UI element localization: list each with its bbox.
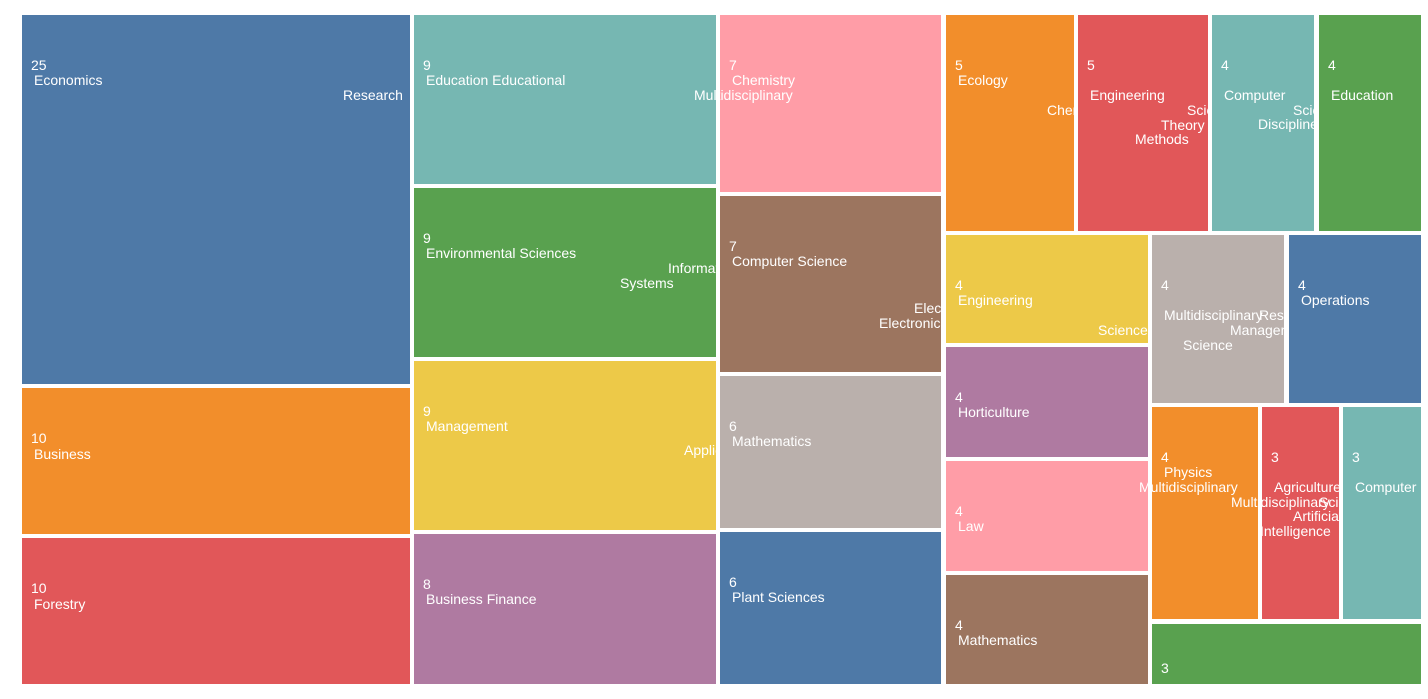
cell-label: Law bbox=[958, 518, 984, 534]
cell-value: 10 bbox=[31, 430, 47, 446]
cell-label: Methods bbox=[1135, 131, 1189, 147]
treemap-cell: 4 Mathematics bbox=[946, 575, 1148, 684]
cell-value: 7 bbox=[729, 238, 737, 254]
treemap-cell: 3 Computer bbox=[1343, 407, 1421, 619]
cell-value: 4 bbox=[955, 503, 963, 519]
cell-label: Computer Science bbox=[732, 253, 848, 269]
cell-value: 4 bbox=[1161, 449, 1169, 465]
cell-value: 4 bbox=[955, 277, 963, 293]
cell-label: Science bbox=[1183, 337, 1233, 353]
treemap-cell: 10 Forestry bbox=[22, 538, 410, 684]
treemap-cell: 4ComputerScientificDisciplines bbox=[1212, 15, 1349, 231]
cell-value: 5 bbox=[955, 57, 963, 73]
cell-label: Sciences bbox=[1098, 322, 1155, 338]
cell-label: Disciplines bbox=[1258, 116, 1325, 132]
treemap-cell: 25 Economics Research bbox=[22, 15, 410, 384]
cell-label: Economics bbox=[34, 72, 103, 88]
cell-label: Theory bbox=[1161, 117, 1205, 133]
treemap-cell: 4 Operations bbox=[1289, 235, 1421, 403]
cell-label: Physics bbox=[1164, 464, 1213, 480]
cell-label: Multidisciplinary bbox=[1139, 479, 1238, 495]
cell-value: 3 bbox=[1161, 660, 1169, 676]
cell-value: 5 bbox=[1087, 57, 1095, 73]
cell-label: Forestry bbox=[34, 596, 86, 612]
treemap-cell: 4 Law bbox=[946, 461, 1148, 571]
treemap-cell: 9 Education Educational bbox=[414, 15, 716, 184]
cell-value: 10 bbox=[31, 580, 47, 596]
treemap-cell: 5EngineeringScienceTheoryMethods bbox=[1078, 15, 1237, 231]
cell-label: Business Finance bbox=[426, 591, 537, 607]
treemap-cell: 7 Chemistry Multidisciplinary bbox=[694, 15, 941, 192]
treemap-cell: 7 Computer Science Electrical Electronic bbox=[720, 196, 971, 372]
cell-label: Computer bbox=[1224, 87, 1286, 103]
treemap-cell: 8 Business Finance bbox=[414, 534, 716, 684]
cell-value: 4 bbox=[1221, 57, 1229, 73]
treemap-cell: 9 Environmental Sciences Information System… bbox=[414, 188, 738, 357]
cell-label: Education bbox=[1331, 87, 1394, 103]
treemap-cell: 4 Engineering Sciences bbox=[946, 235, 1155, 343]
cell-value: 4 bbox=[1161, 277, 1169, 293]
cell-value: 4 bbox=[1328, 57, 1336, 73]
cell-label: Systems bbox=[620, 275, 674, 291]
treemap-cell: 6 Plant Sciences bbox=[720, 532, 941, 684]
cell-label: Horticulture bbox=[958, 404, 1030, 420]
cell-value: 6 bbox=[729, 418, 737, 434]
treemap-cell: 4 Horticulture bbox=[946, 347, 1148, 457]
treemap-cell: 5 Ecology Chemical bbox=[946, 15, 1105, 231]
cell-value: 9 bbox=[423, 230, 431, 246]
cell-label: Electronic bbox=[879, 315, 941, 331]
cell-label: Plant Sciences bbox=[732, 589, 825, 605]
cell-label: Multidisciplinary bbox=[1231, 494, 1330, 510]
cell-value: 9 bbox=[423, 57, 431, 73]
treemap-cell: 4 Physics Multidisciplinary bbox=[1139, 407, 1258, 619]
treemap-cell: 3AgricultureMultidisciplinaryScienceArti… bbox=[1231, 407, 1369, 619]
treemap-cell: 10 Business bbox=[22, 388, 410, 534]
cell-value: 4 bbox=[955, 389, 963, 405]
cell-label: Education Educational bbox=[426, 72, 566, 88]
treemap-cell: 4MultidisciplinaryResearchManagementScie… bbox=[1152, 235, 1319, 403]
cell-label: Business bbox=[34, 446, 91, 462]
cell-label: Environmental Sciences bbox=[426, 245, 577, 261]
treemap-cell: 6 Mathematics bbox=[720, 376, 941, 528]
cell-label: Multidisciplinary bbox=[694, 87, 793, 103]
cell-value: 4 bbox=[1298, 277, 1306, 293]
cell-value: 7 bbox=[729, 57, 737, 73]
cell-label: Computer bbox=[1355, 479, 1417, 495]
cell-label: Intelligence bbox=[1260, 523, 1331, 539]
cell-label: Applied bbox=[684, 442, 731, 458]
cell-value: 4 bbox=[955, 617, 963, 633]
cell-label: Management bbox=[426, 418, 508, 434]
cell-value: 3 bbox=[1271, 449, 1279, 465]
cell-value: 25 bbox=[31, 57, 47, 73]
treemap-cell: 4 Education bbox=[1319, 15, 1421, 231]
cell-label: Mathematics bbox=[958, 632, 1038, 648]
cell-label: Chemistry bbox=[732, 72, 796, 88]
cell-label: Artificial bbox=[1293, 508, 1343, 524]
cell-label: Ecology bbox=[958, 72, 1008, 88]
cell-value: 8 bbox=[423, 576, 431, 592]
treemap-cell: 3 bbox=[1152, 624, 1421, 684]
cell-label: Mathematics bbox=[732, 433, 812, 449]
cell-value: 6 bbox=[729, 574, 737, 590]
cell-value: 9 bbox=[423, 403, 431, 419]
cell-label: Research bbox=[343, 87, 403, 103]
cell-label: Operations bbox=[1301, 292, 1370, 308]
cell-label: Multidisciplinary bbox=[1164, 307, 1263, 323]
cell-label: Engineering bbox=[958, 292, 1033, 308]
cell-label: Agriculture bbox=[1274, 479, 1341, 495]
cell-value: 3 bbox=[1352, 449, 1360, 465]
treemap-cell: 9 Management Applied bbox=[414, 361, 731, 530]
cell-label: Engineering bbox=[1090, 87, 1165, 103]
